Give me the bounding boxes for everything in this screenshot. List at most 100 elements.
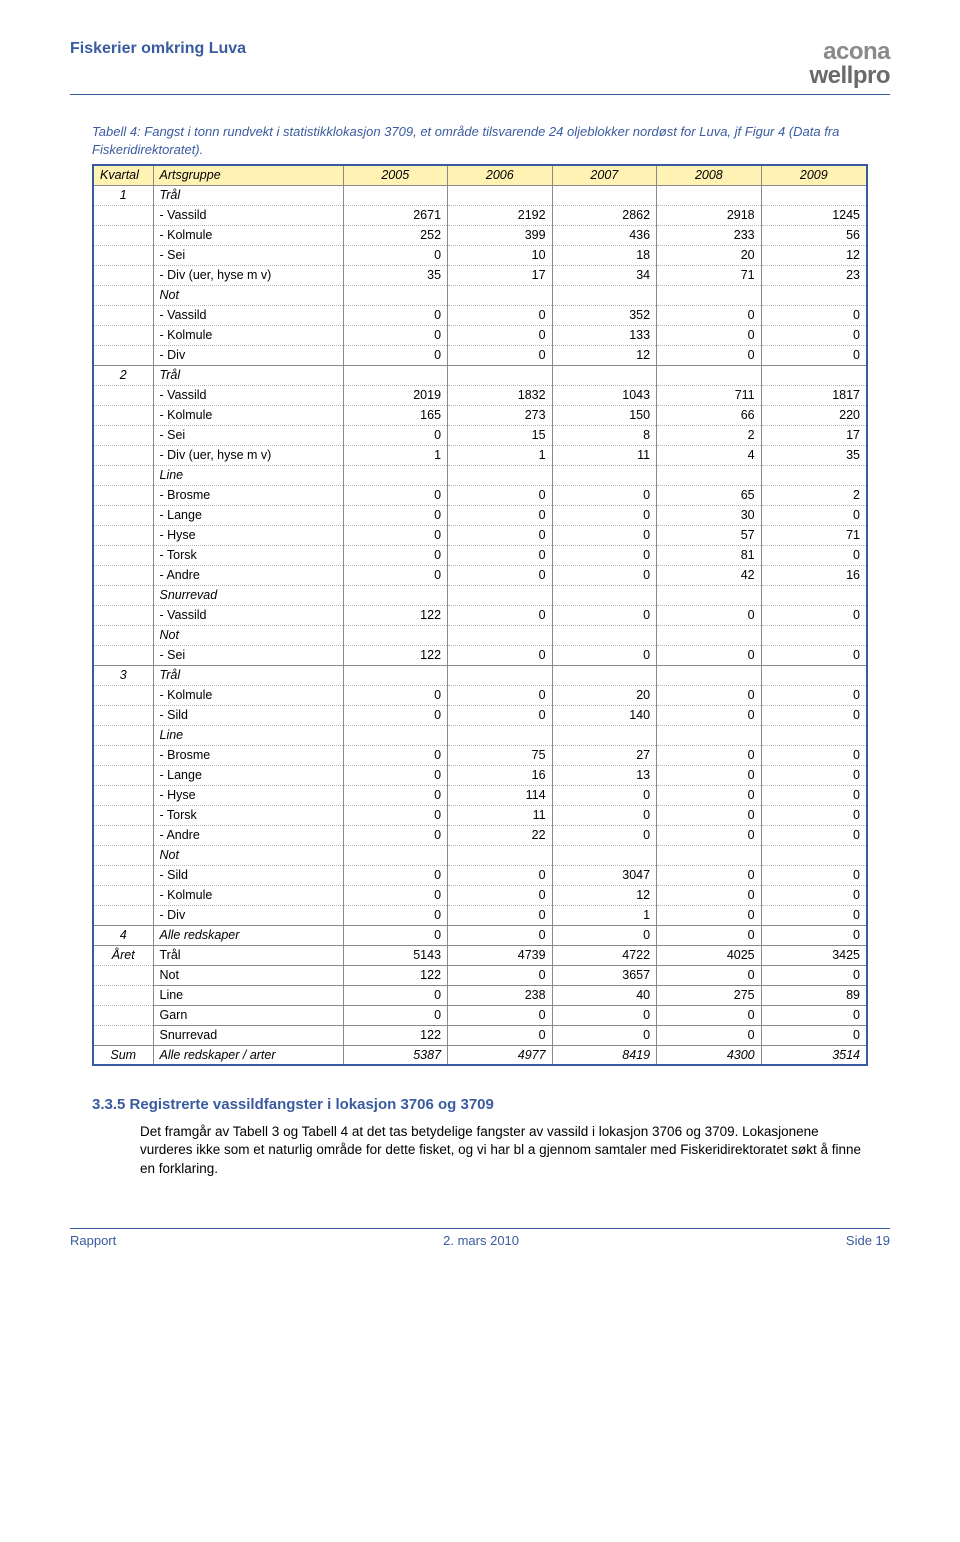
cell-value: [343, 665, 448, 685]
cell-species: Alle redskaper / arter: [153, 1045, 343, 1065]
cell-value: 252: [343, 225, 448, 245]
cell-value: 0: [343, 565, 448, 585]
cell-value: 114: [448, 785, 553, 805]
logo-text-bottom: wellpro: [809, 64, 890, 88]
cell-species: - Sei: [153, 245, 343, 265]
cell-value: [343, 845, 448, 865]
table-row: - Hyse0114000: [93, 785, 867, 805]
table-row: - Hyse0005771: [93, 525, 867, 545]
cell-value: 65: [657, 485, 762, 505]
cell-species: - Kolmule: [153, 325, 343, 345]
cell-value: 0: [343, 325, 448, 345]
cell-value: 0: [657, 605, 762, 625]
cell-value: 75: [448, 745, 553, 765]
cell-value: 0: [448, 885, 553, 905]
cell-quarter: [93, 265, 153, 285]
cell-species: - Torsk: [153, 805, 343, 825]
cell-value: 42: [657, 565, 762, 585]
table-row: ÅretTrål51434739472240253425: [93, 945, 867, 965]
cell-value: 5143: [343, 945, 448, 965]
cell-value: 0: [761, 605, 867, 625]
cell-quarter: [93, 565, 153, 585]
cell-value: 17: [761, 425, 867, 445]
cell-value: [343, 285, 448, 305]
cell-quarter: [93, 765, 153, 785]
cell-value: [552, 185, 657, 205]
table-header-row: KvartalArtsgruppe20052006200720082009: [93, 165, 867, 185]
table-row: - Vassild0035200: [93, 305, 867, 325]
cell-species: - Kolmule: [153, 405, 343, 425]
cell-value: 273: [448, 405, 553, 425]
cell-value: [552, 625, 657, 645]
table-row: 4Alle redskaper00000: [93, 925, 867, 945]
cell-quarter: [93, 645, 153, 665]
section-paragraph: Det framgår av Tabell 3 og Tabell 4 at d…: [140, 1123, 868, 1178]
table-row: - Sild00304700: [93, 865, 867, 885]
cell-value: 1043: [552, 385, 657, 405]
cell-value: 0: [448, 925, 553, 945]
cell-value: 0: [343, 345, 448, 365]
table-row: - Lange000300: [93, 505, 867, 525]
cell-value: 0: [552, 925, 657, 945]
cell-value: 12: [552, 885, 657, 905]
cell-value: 20: [657, 245, 762, 265]
cell-value: 8: [552, 425, 657, 445]
table-row: - Sei010182012: [93, 245, 867, 265]
cell-value: [761, 285, 867, 305]
table-row: - Sei1220000: [93, 645, 867, 665]
cell-species: - Hyse: [153, 525, 343, 545]
cell-value: [761, 365, 867, 385]
cell-value: 0: [343, 1005, 448, 1025]
cell-value: 0: [657, 345, 762, 365]
table-row: 2Trål: [93, 365, 867, 385]
cell-value: 1: [552, 905, 657, 925]
cell-value: 0: [448, 605, 553, 625]
cell-value: 0: [343, 825, 448, 845]
cell-quarter: [93, 325, 153, 345]
cell-value: [343, 185, 448, 205]
cell-value: 3425: [761, 945, 867, 965]
cell-value: [448, 465, 553, 485]
cell-quarter: [93, 465, 153, 485]
cell-value: 0: [761, 505, 867, 525]
cell-value: 2: [657, 425, 762, 445]
cell-value: [761, 185, 867, 205]
cell-value: [343, 625, 448, 645]
cell-value: 2192: [448, 205, 553, 225]
cell-value: 0: [761, 1025, 867, 1045]
cell-quarter: [93, 745, 153, 765]
cell-species: Not: [153, 285, 343, 305]
cell-value: 0: [448, 965, 553, 985]
table-row: Line: [93, 725, 867, 745]
table-row: - Vassild2019183210437111817: [93, 385, 867, 405]
cell-value: 0: [343, 485, 448, 505]
cell-value: 0: [761, 545, 867, 565]
cell-species: - Vassild: [153, 305, 343, 325]
cell-quarter: [93, 865, 153, 885]
cell-species: - Div: [153, 345, 343, 365]
cell-value: 0: [761, 685, 867, 705]
cell-value: 0: [343, 885, 448, 905]
table-row: - Div (uer, hyse m v)1111435: [93, 445, 867, 465]
cell-species: Not: [153, 965, 343, 985]
table-row: 1Trål: [93, 185, 867, 205]
cell-quarter: [93, 385, 153, 405]
cell-value: 352: [552, 305, 657, 325]
cell-value: [552, 585, 657, 605]
cell-species: Line: [153, 985, 343, 1005]
cell-value: 35: [761, 445, 867, 465]
cell-value: 35: [343, 265, 448, 285]
cell-quarter: [93, 445, 153, 465]
cell-value: [761, 585, 867, 605]
cell-value: 0: [343, 545, 448, 565]
cell-species: - Kolmule: [153, 885, 343, 905]
cell-value: 0: [761, 905, 867, 925]
cell-value: 0: [657, 325, 762, 345]
cell-value: 0: [657, 865, 762, 885]
cell-quarter: [93, 305, 153, 325]
cell-value: 2019: [343, 385, 448, 405]
cell-value: 0: [552, 565, 657, 585]
cell-value: 0: [448, 905, 553, 925]
cell-value: 0: [343, 985, 448, 1005]
cell-value: 0: [657, 965, 762, 985]
